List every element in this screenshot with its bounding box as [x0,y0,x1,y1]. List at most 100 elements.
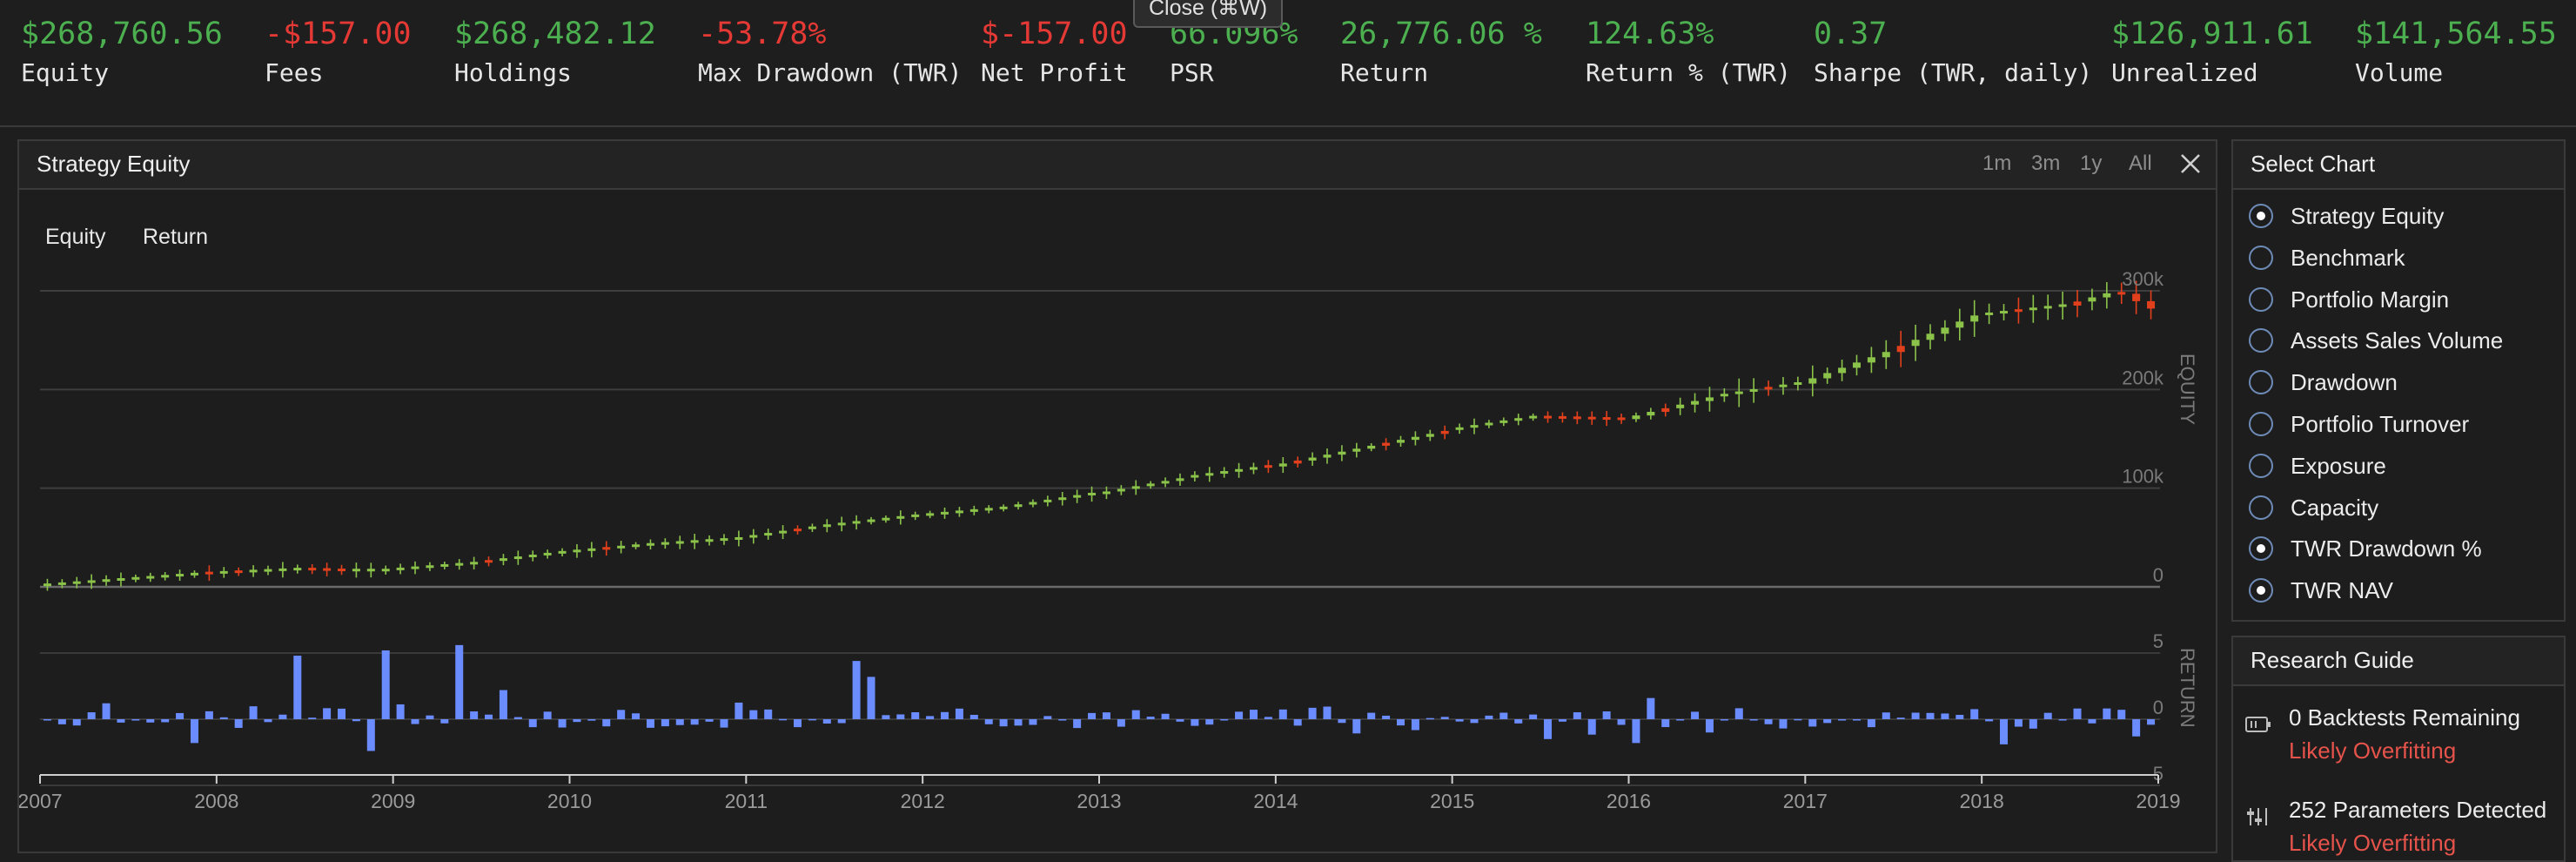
equity-candle [1278,463,1287,467]
return-bar [1985,719,1994,722]
equity-candle [190,572,198,576]
return-bar [1293,719,1302,726]
return-bar [1278,709,1287,719]
stat-label: Sharpe (TWR, daily) [1814,58,2093,87]
guide-item-title: 0 Backtests Remaining [2289,704,2520,731]
equity-candle [1367,445,1376,449]
return-bar [1470,719,1479,724]
return-bar [2073,708,2082,719]
equity-candle [2000,311,2009,314]
return-bar [1426,717,1434,720]
return-bar [1014,719,1023,726]
equity-candle [1249,467,1258,470]
equity-candle [455,562,464,566]
equity-candle [1911,340,1920,347]
return-bar [984,719,993,724]
equity-candle [440,563,449,567]
close-icon[interactable] [2179,152,2202,175]
equity-candle [2043,306,2052,309]
stat-net-profit: $-157.00 Net Profit [981,12,1128,91]
radio-icon[interactable] [2249,245,2273,270]
equity-candle [381,569,390,572]
tab-return[interactable]: Return [143,225,209,249]
return-bar [896,714,905,719]
return-bar [926,716,935,719]
range-1m-button[interactable]: 1m [1982,152,2012,175]
radio-icon[interactable] [2249,286,2273,312]
stat-label: Unrealized [2111,58,2258,87]
equity-candle [1926,333,1935,340]
equity-candle [102,579,111,583]
return-bar [764,709,773,719]
return-bar [1176,719,1184,722]
equity-candle [1470,425,1479,428]
x-tick-label: 2014 [1253,790,1298,812]
equity-candle [558,550,567,554]
equity-candle [896,515,905,519]
return-bar [2043,712,2052,719]
equity-candle [941,511,949,515]
equity-candle [1896,346,1905,353]
return-bar [381,650,390,719]
equity-candle [720,538,728,542]
return-bar [1573,712,1581,719]
equity-candle [911,514,920,517]
radio-icon[interactable] [2249,536,2273,562]
range-3m-button[interactable]: 3m [2031,152,2061,175]
equity-candle [411,566,419,569]
return-bar [1749,719,1758,721]
equity-candle [587,548,596,551]
equity-candle [1764,387,1773,390]
radio-icon[interactable] [2249,204,2273,228]
equity-candle [1617,417,1626,421]
equity-candle [602,547,611,550]
return-bar [1499,712,1508,719]
tab-equity[interactable]: Equity [45,225,106,249]
return-bar [455,644,464,719]
stat-value: $126,911.61 [2111,17,2313,51]
return-bar [1558,719,1566,722]
equity-candle [131,576,140,580]
equity-candle [1720,394,1728,397]
return-bar [293,656,302,719]
return-bar [57,719,66,724]
return-tick-label: -5 [2146,763,2163,785]
range-1y-button[interactable]: 1y [2080,152,2103,175]
close-tooltip: Close (⌘W) [1133,0,1284,28]
equity-candle [396,567,405,570]
equity-candle [1088,492,1097,495]
return-bar [1632,719,1640,744]
stat-unrealized: $126,911.61 Unrealized [2111,12,2313,91]
return-bar [485,714,493,719]
return-bar [1131,710,1140,719]
return-bar [837,719,846,724]
radio-icon[interactable] [2249,412,2273,436]
stat-label: Net Profit [981,58,1128,87]
return-bar [1941,713,1949,719]
equity-candle [1264,465,1272,468]
stat-label: Equity [21,58,110,87]
stat-volume: $141,564.55 Volume [2355,12,2557,91]
return-bar [646,719,654,728]
sliders-icon [2247,808,2267,825]
radio-icon[interactable] [2249,578,2273,603]
radio-icon[interactable] [2249,370,2273,395]
stat-label: Return [1340,58,1429,87]
equity-candle [793,529,802,532]
equity-candle [1426,434,1434,437]
radio-icon[interactable] [2249,328,2273,354]
return-bar [1205,719,1214,725]
radio-icon[interactable] [2249,495,2273,520]
radio-icon[interactable] [2249,453,2273,478]
chart-option-label: Strategy Equity [2291,203,2445,229]
equity-axis-name: EQUITY [2177,354,2198,425]
return-bar [1705,719,1714,733]
equity-candle [1411,436,1419,441]
range-all-button[interactable]: All [2129,152,2152,175]
return-bar [1529,714,1538,719]
equity-candle [779,530,788,534]
return-bar [2088,719,2096,724]
equity-candle [293,568,302,571]
return-bar [1617,719,1626,725]
return-bar [2014,719,2023,727]
